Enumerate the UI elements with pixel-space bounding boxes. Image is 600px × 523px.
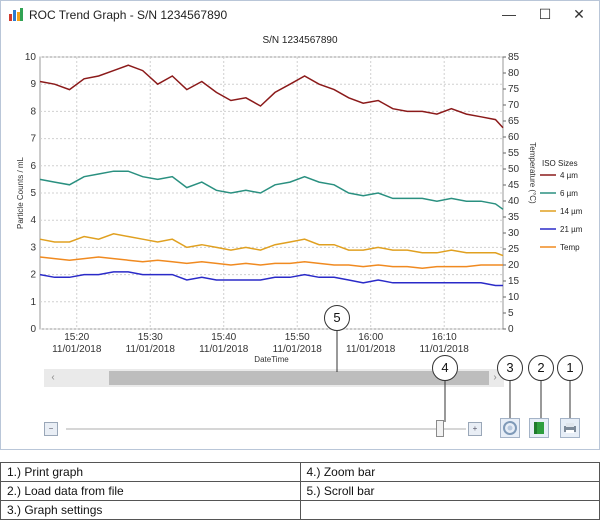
x-axis-label: DateTime xyxy=(254,355,289,364)
x-tick-time: 15:40 xyxy=(211,332,236,343)
graph-settings-button[interactable] xyxy=(500,418,520,438)
callout-2: 2 xyxy=(528,355,554,381)
zoom-bar[interactable]: − + xyxy=(44,418,488,440)
load-data-button[interactable] xyxy=(529,418,549,438)
y-tick-label: 4 xyxy=(30,215,36,226)
y-tick-label: 6 xyxy=(30,161,36,172)
scroll-bar[interactable]: ‹ › xyxy=(44,369,504,387)
zoom-track[interactable] xyxy=(66,428,466,430)
y2-axis-label: Temperature (°C) xyxy=(528,142,537,204)
table-row: 1.) Print graph 4.) Zoom bar xyxy=(0,462,600,482)
series-line xyxy=(39,64,504,129)
y-tick-label: 3 xyxy=(30,242,36,253)
series-line xyxy=(39,170,504,210)
y-axis-label: Particle Counts / mL xyxy=(16,156,25,229)
zoom-thumb[interactable] xyxy=(436,420,444,437)
y2-tick-label: 5 xyxy=(508,308,514,319)
legend-title: ISO Sizes xyxy=(542,159,578,168)
x-tick-time: 15:50 xyxy=(285,332,310,343)
y2-tick-label: 75 xyxy=(508,84,520,95)
y-tick-label: 7 xyxy=(30,134,36,145)
table-cell xyxy=(299,500,600,520)
legend-entry: Temp xyxy=(560,243,580,252)
y2-tick-label: 25 xyxy=(508,244,520,255)
legend-entry: 4 µm xyxy=(560,171,578,180)
x-tick-date: 11/01/2018 xyxy=(199,344,249,355)
scroll-thumb[interactable] xyxy=(109,371,489,385)
y2-tick-label: 50 xyxy=(508,164,520,175)
title-bar[interactable]: ROC Trend Graph - S/N 1234567890 — ☐ ✕ xyxy=(1,1,599,28)
y-tick-label: 8 xyxy=(30,106,36,117)
scroll-right-button[interactable]: › xyxy=(493,372,497,383)
window-title: ROC Trend Graph - S/N 1234567890 xyxy=(29,8,228,22)
app-bar-chart-icon xyxy=(9,8,23,21)
zoom-in-button[interactable]: + xyxy=(468,422,482,436)
y2-tick-label: 15 xyxy=(508,276,520,287)
table-cell: 1.) Print graph xyxy=(0,462,301,482)
x-tick-date: 11/01/2018 xyxy=(126,344,176,355)
legend-entry: 14 µm xyxy=(560,207,583,216)
callout-3: 3 xyxy=(497,355,523,381)
y2-tick-label: 80 xyxy=(508,68,520,79)
y2-tick-label: 20 xyxy=(508,260,520,271)
chart-title: S/N 1234567890 xyxy=(262,35,338,46)
maximize-button[interactable]: ☐ xyxy=(538,6,552,22)
table-row: 3.) Graph settings xyxy=(0,500,600,520)
callout-leaders xyxy=(336,331,571,422)
y2-tick-label: 70 xyxy=(508,100,520,111)
table-cell: 4.) Zoom bar xyxy=(299,462,600,482)
y-tick-label: 10 xyxy=(25,52,37,63)
trend-chart[interactable]: 0123456789100510152025303540455055606570… xyxy=(0,0,600,370)
x-tick-date: 11/01/2018 xyxy=(420,344,470,355)
y-tick-label: 2 xyxy=(30,270,36,281)
table-cell: 5.) Scroll bar xyxy=(299,481,600,501)
y2-tick-label: 85 xyxy=(508,52,520,63)
y2-tick-label: 35 xyxy=(508,212,520,223)
x-tick-date: 11/01/2018 xyxy=(52,344,102,355)
x-tick-date: 11/01/2018 xyxy=(273,344,323,355)
callout-5: 5 xyxy=(324,305,350,331)
table-cell: 2.) Load data from file xyxy=(0,481,301,501)
callout-1: 1 xyxy=(557,355,583,381)
legend-entry: 21 µm xyxy=(560,225,583,234)
x-tick-time: 16:00 xyxy=(358,332,383,343)
printer-icon xyxy=(564,423,576,433)
x-tick-time: 15:30 xyxy=(138,332,163,343)
y-tick-label: 0 xyxy=(30,324,36,335)
legend-entry: 6 µm xyxy=(560,189,578,198)
print-graph-button[interactable] xyxy=(560,418,580,438)
callout-4: 4 xyxy=(432,355,458,381)
x-tick-time: 16:10 xyxy=(432,332,457,343)
scroll-left-button[interactable]: ‹ xyxy=(51,372,55,383)
series-line xyxy=(39,233,504,257)
y2-tick-label: 60 xyxy=(508,132,520,143)
y-tick-label: 9 xyxy=(30,79,36,90)
series-line xyxy=(39,256,503,269)
y-tick-label: 5 xyxy=(30,188,36,199)
y-tick-label: 1 xyxy=(30,297,36,308)
close-button[interactable]: ✕ xyxy=(573,6,585,22)
y2-tick-label: 0 xyxy=(508,324,514,335)
book-icon xyxy=(534,422,544,434)
series-line xyxy=(39,271,503,287)
y2-tick-label: 10 xyxy=(508,292,520,303)
table-cell: 3.) Graph settings xyxy=(0,500,301,520)
y2-tick-label: 40 xyxy=(508,196,520,207)
x-tick-date: 11/01/2018 xyxy=(346,344,396,355)
gear-icon xyxy=(503,421,517,435)
y2-tick-label: 65 xyxy=(508,116,520,127)
y2-tick-label: 30 xyxy=(508,228,520,239)
zoom-out-button[interactable]: − xyxy=(44,422,58,436)
minimize-button[interactable]: — xyxy=(502,6,516,22)
y2-tick-label: 45 xyxy=(508,180,520,191)
table-row: 2.) Load data from file 5.) Scroll bar xyxy=(0,481,600,501)
legend-table: 1.) Print graph 4.) Zoom bar 2.) Load da… xyxy=(0,462,600,520)
y2-tick-label: 55 xyxy=(508,148,520,159)
x-tick-time: 15:20 xyxy=(64,332,89,343)
